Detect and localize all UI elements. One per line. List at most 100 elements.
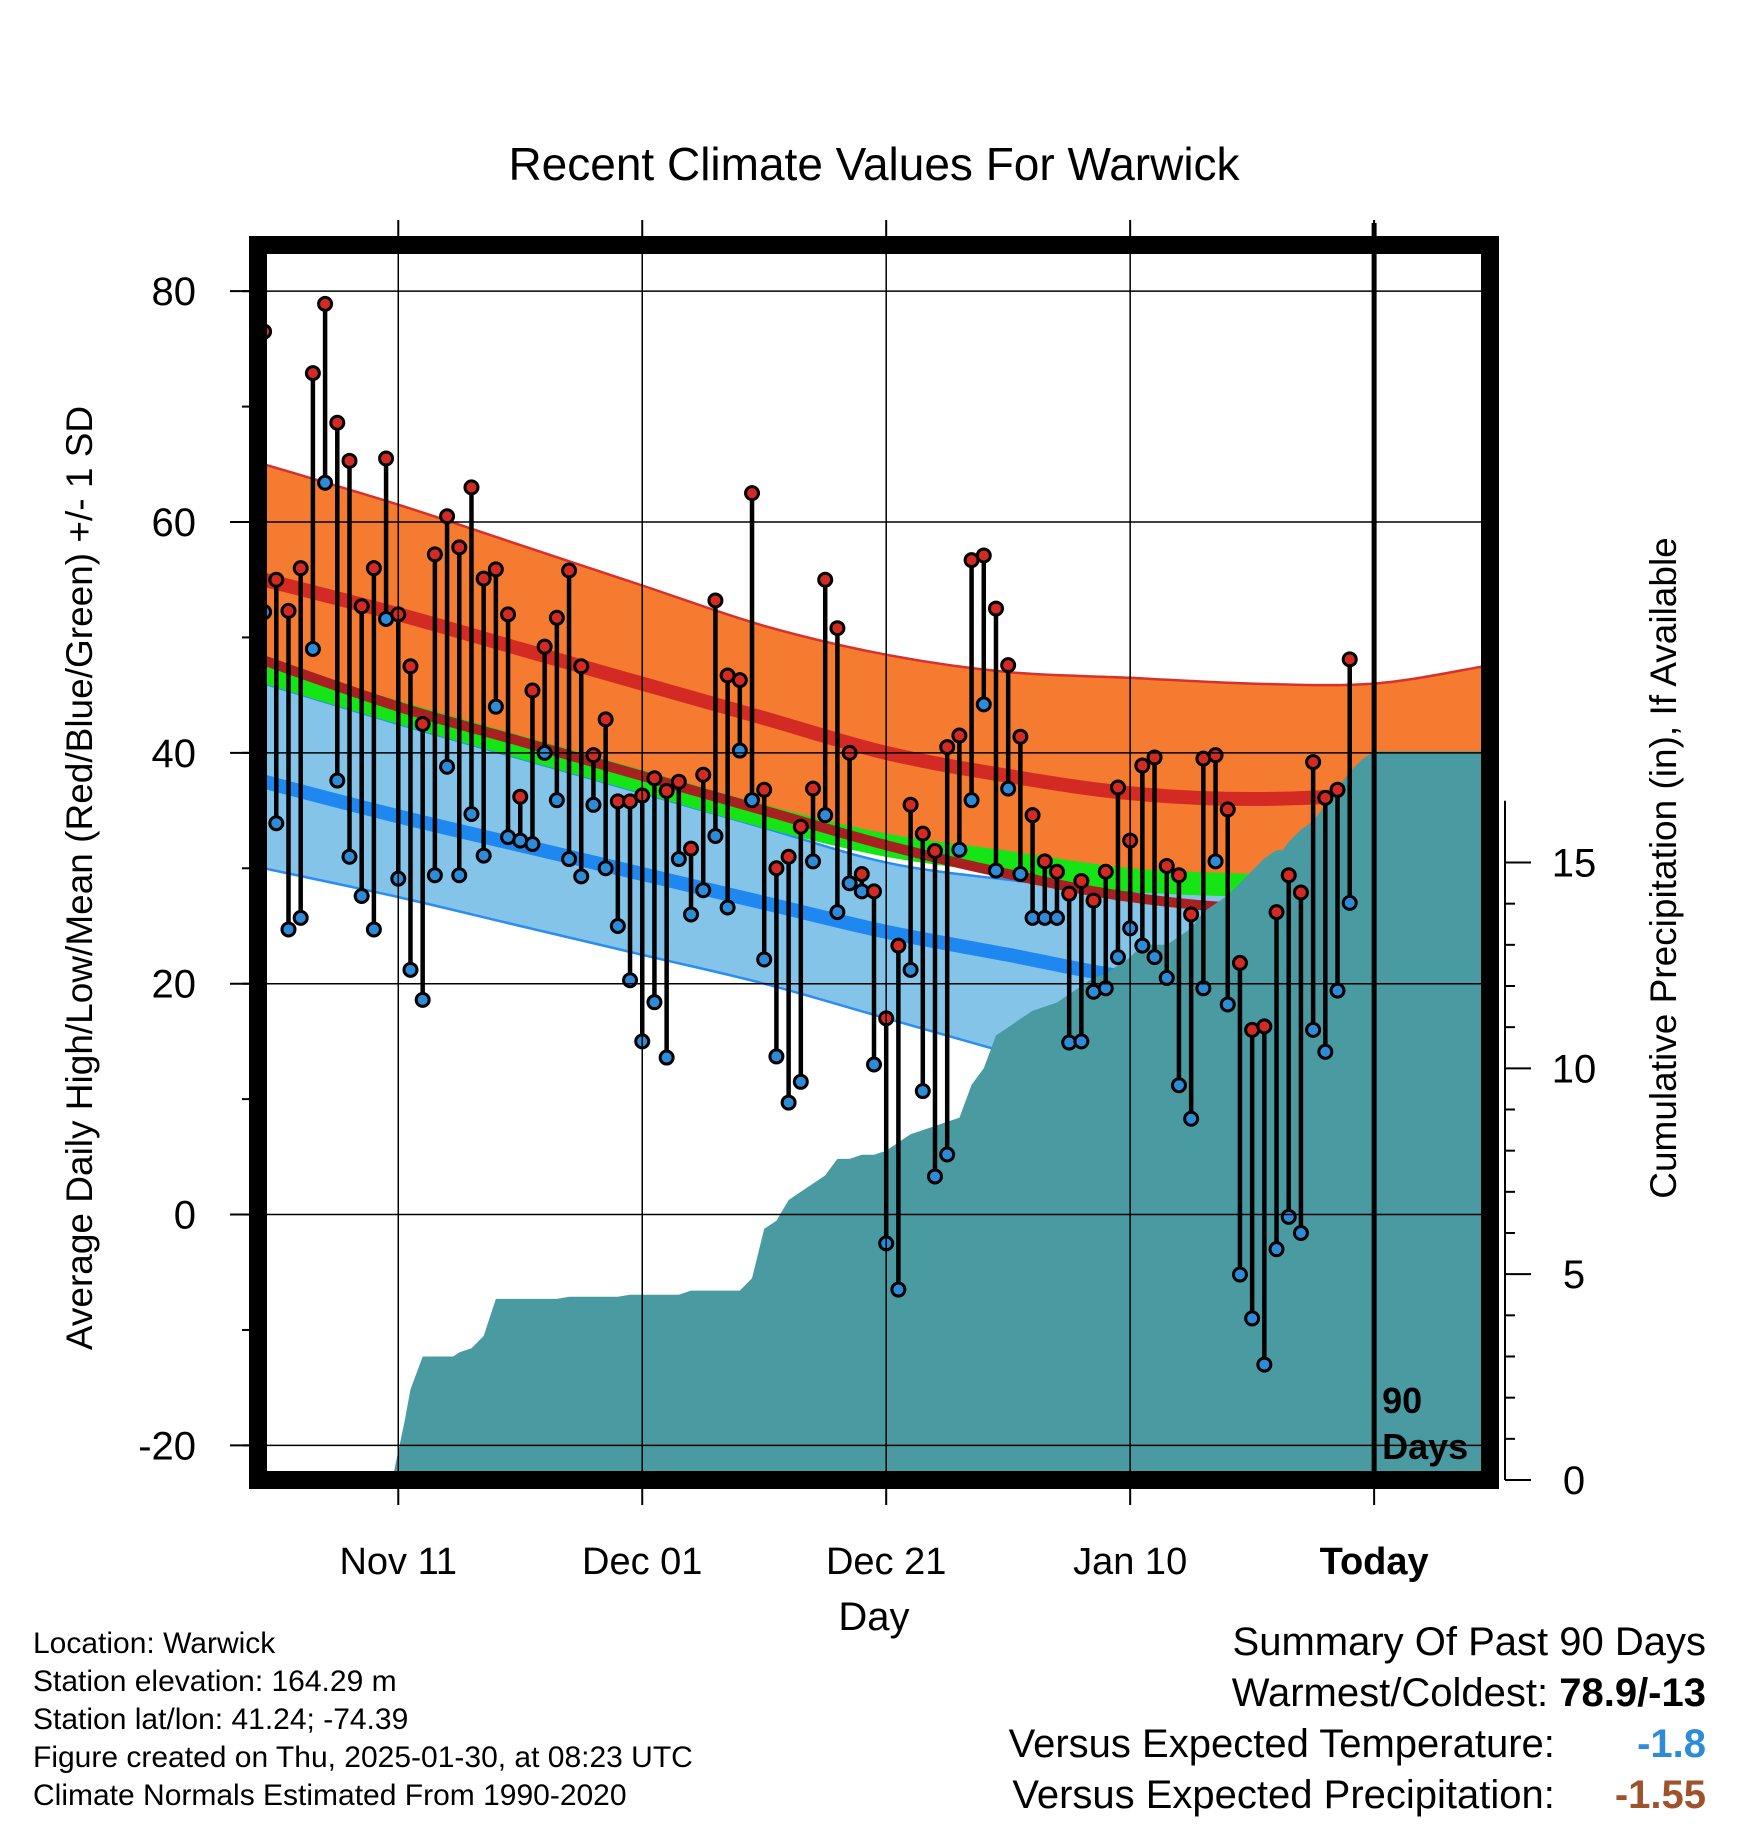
daily-low-point xyxy=(1207,853,1224,870)
daily-high-point xyxy=(414,715,431,732)
daily-high-point xyxy=(597,711,614,728)
daily-high-point xyxy=(585,747,602,764)
daily-high-point xyxy=(451,539,468,556)
daily-high-point xyxy=(1256,1018,1273,1035)
plot-frame xyxy=(249,236,1499,1489)
normals-text: Climate Normals Estimated From 1990-2020 xyxy=(33,1779,627,1812)
daily-low-point xyxy=(756,951,773,968)
daily-high-point xyxy=(1305,754,1322,771)
daily-low-point xyxy=(280,921,297,938)
location-text: Location: Warwick xyxy=(33,1627,276,1660)
daily-high-point xyxy=(304,365,321,382)
y-axis-label: Average Daily High/Low/Mean (Red/Blue/Gr… xyxy=(59,406,100,1350)
daily-low-point xyxy=(439,758,456,775)
daily-low-point xyxy=(866,1056,882,1073)
summary-title: Summary Of Past 90 Days xyxy=(1232,1620,1706,1664)
daily-high-point xyxy=(866,883,882,900)
daily-high-point xyxy=(670,773,687,790)
daily-high-point xyxy=(512,788,529,805)
daily-low-point xyxy=(597,860,614,877)
daily-high-point xyxy=(817,571,834,588)
daily-high-point xyxy=(902,796,919,813)
daily-high-point xyxy=(853,866,870,883)
daily-low-point xyxy=(744,792,761,809)
daily-low-point xyxy=(987,862,1004,879)
daily-high-point xyxy=(1024,807,1041,824)
daily-high-point xyxy=(536,638,553,655)
daily-low-point xyxy=(1146,949,1163,966)
y-tick-label: 20 xyxy=(152,963,197,1007)
daily-high-point xyxy=(792,818,809,835)
daily-low-point xyxy=(1244,1310,1261,1327)
daily-high-point xyxy=(1329,781,1346,798)
daily-high-point xyxy=(1231,954,1248,971)
daily-high-point xyxy=(890,937,907,954)
daily-high-point xyxy=(1097,863,1114,880)
temp-label: Versus Expected Temperature: xyxy=(1008,1722,1555,1766)
daily-low-point xyxy=(829,904,846,921)
daily-low-point xyxy=(402,961,419,978)
daily-high-point xyxy=(646,770,663,787)
daily-low-point xyxy=(341,848,358,865)
daily-low-point xyxy=(1195,980,1212,997)
x-tick-label: Today xyxy=(1320,1541,1429,1583)
daily-high-point xyxy=(268,571,285,588)
daily-low-point xyxy=(1256,1356,1273,1373)
daily-high-point xyxy=(768,860,785,877)
daily-low-point xyxy=(268,815,285,832)
y-tick-label: -20 xyxy=(138,1424,196,1468)
daily-high-point xyxy=(1012,728,1029,745)
daily-high-point xyxy=(475,570,492,587)
daily-low-point xyxy=(451,867,468,884)
daily-low-point xyxy=(463,806,480,823)
daily-high-point xyxy=(731,672,748,689)
daily-high-point xyxy=(329,414,346,431)
daily-high-point xyxy=(1085,892,1102,909)
daily-low-point xyxy=(1073,1033,1090,1050)
daily-high-point xyxy=(1146,749,1163,766)
daily-low-point xyxy=(1268,1241,1285,1258)
daily-high-point xyxy=(987,600,1004,617)
daily-high-point xyxy=(658,782,675,799)
x-tick-label: Dec 01 xyxy=(582,1541,702,1583)
temp-value: -1.8 xyxy=(1637,1722,1706,1766)
daily-low-point xyxy=(817,807,834,824)
daily-low-point xyxy=(1000,780,1017,797)
daily-high-point xyxy=(780,848,797,865)
daily-high-point xyxy=(756,781,773,798)
daily-high-point xyxy=(1048,863,1065,880)
daily-high-point xyxy=(426,546,443,563)
daily-low-point xyxy=(622,972,639,989)
daily-low-point xyxy=(561,851,578,868)
daily-low-point xyxy=(573,868,590,885)
daily-high-point xyxy=(487,561,504,578)
daily-low-point xyxy=(304,640,321,657)
daily-high-point xyxy=(829,620,846,637)
daily-high-point xyxy=(914,825,931,842)
daily-high-point xyxy=(1268,904,1285,921)
daily-low-point xyxy=(780,1094,797,1111)
daily-high-point xyxy=(463,479,480,496)
y2-tick-label: 10 xyxy=(1552,1047,1597,1091)
daily-high-point xyxy=(341,452,358,469)
daily-low-point xyxy=(1231,1266,1248,1283)
precip-value: -1.55 xyxy=(1614,1773,1706,1817)
daily-low-point xyxy=(695,882,712,899)
daily-high-point xyxy=(805,780,822,797)
y-tick-label: 60 xyxy=(152,501,197,545)
daily-high-point xyxy=(695,766,712,783)
station-info: Location: Warwick Station elevation: 164… xyxy=(33,1625,693,1815)
daily-high-point xyxy=(378,450,395,467)
daily-low-point xyxy=(1305,1021,1322,1038)
daily-low-point xyxy=(1134,937,1151,954)
daily-high-point xyxy=(744,485,761,502)
daily-high-point xyxy=(975,547,992,564)
daily-high-point xyxy=(1317,789,1334,806)
y-tick-label: 0 xyxy=(174,1194,196,1238)
daily-low-point xyxy=(1183,1110,1200,1127)
daily-low-point xyxy=(975,696,992,713)
daily-high-point xyxy=(1036,853,1053,870)
daily-low-point xyxy=(841,875,858,892)
daily-high-point xyxy=(1341,651,1358,668)
